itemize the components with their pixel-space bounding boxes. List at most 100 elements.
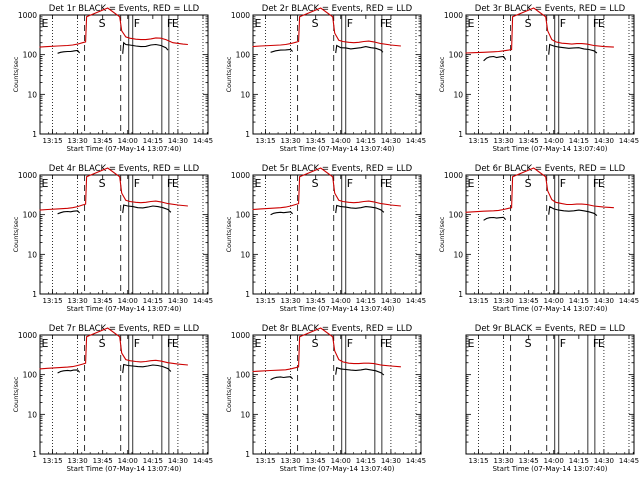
x-tick-label: 13:45 bbox=[519, 457, 539, 465]
series-events-line bbox=[270, 48, 293, 53]
chart-title: Det 4r BLACK = Events, RED = LLD bbox=[49, 164, 200, 174]
series-lld-line bbox=[252, 327, 401, 373]
event-marker-s: S bbox=[525, 177, 532, 190]
y-tick-label: 100 bbox=[23, 371, 38, 380]
x-tick-label: 14:45 bbox=[619, 457, 639, 465]
series-lld-line bbox=[39, 327, 188, 370]
event-marker-s: S bbox=[312, 17, 319, 30]
y-axis-label: Counts/sec bbox=[438, 56, 446, 92]
x-tick-label: 14:45 bbox=[193, 457, 213, 465]
series-events-line bbox=[483, 55, 507, 62]
x-tick-label: 14:15 bbox=[143, 297, 163, 305]
x-tick-label: 14:00 bbox=[331, 297, 351, 305]
series-events-line bbox=[122, 363, 172, 374]
series-lld-line bbox=[39, 7, 188, 48]
panel-8: Det 8r BLACK = Events, RED = LLD Counts/s… bbox=[225, 324, 426, 473]
x-tick-label: 13:15 bbox=[42, 137, 62, 145]
y-tick-label: 100 bbox=[449, 51, 464, 60]
event-marker-e: E bbox=[468, 177, 475, 190]
x-tick-label: 13:30 bbox=[494, 137, 514, 145]
x-tick-label: 14:00 bbox=[118, 297, 138, 305]
y-axis-label: Counts/sec bbox=[225, 216, 233, 252]
y-tick-label: 1 bbox=[32, 290, 37, 299]
panel-3: Det 3r BLACK = Events, RED = LLD Counts/s… bbox=[438, 4, 639, 153]
y-tick-label: 1 bbox=[32, 130, 37, 139]
x-axis-label: Start Time (07-May-14 13:07:40) bbox=[66, 465, 181, 473]
x-tick-label: 14:45 bbox=[193, 137, 213, 145]
y-tick-label: 100 bbox=[23, 211, 38, 220]
event-marker-e: E bbox=[468, 337, 475, 350]
x-tick-label: 14:15 bbox=[143, 137, 163, 145]
y-tick-label: 10 bbox=[453, 250, 463, 259]
series-events-line bbox=[335, 366, 385, 376]
event-marker-f: F bbox=[167, 177, 173, 190]
plot-frame bbox=[465, 334, 635, 455]
x-tick-label: 14:00 bbox=[544, 297, 564, 305]
event-marker-e: E bbox=[598, 337, 605, 350]
x-tick-label: 13:30 bbox=[281, 137, 301, 145]
y-tick-label: 100 bbox=[236, 211, 251, 220]
event-marker-f: F bbox=[593, 177, 599, 190]
y-tick-label: 1 bbox=[458, 130, 463, 139]
event-marker-e: E bbox=[42, 337, 49, 350]
x-tick-label: 14:45 bbox=[406, 457, 426, 465]
y-tick-label: 10 bbox=[240, 410, 250, 419]
x-tick-label: 14:00 bbox=[118, 137, 138, 145]
x-axis-label: Start Time (07-May-14 13:07:40) bbox=[279, 305, 394, 313]
y-axis-label: Counts/sec bbox=[438, 216, 446, 252]
event-marker-e: E bbox=[255, 177, 262, 190]
y-tick-label: 1000 bbox=[231, 171, 250, 180]
event-marker-e: E bbox=[255, 337, 262, 350]
x-tick-label: 13:15 bbox=[468, 297, 488, 305]
y-tick-label: 1000 bbox=[18, 171, 37, 180]
x-tick-label: 14:30 bbox=[381, 457, 401, 465]
x-tick-label: 14:15 bbox=[569, 137, 589, 145]
event-marker-e: E bbox=[172, 337, 179, 350]
event-marker-f: F bbox=[134, 177, 140, 190]
event-marker-s: S bbox=[99, 17, 106, 30]
event-marker-e: E bbox=[385, 17, 392, 30]
series-events-line bbox=[57, 49, 81, 54]
chart-title: Det 6r BLACK = Events, RED = LLD bbox=[475, 164, 626, 174]
event-marker-f: F bbox=[167, 337, 173, 350]
x-tick-label: 13:45 bbox=[519, 297, 539, 305]
x-tick-label: 13:45 bbox=[519, 137, 539, 145]
event-marker-e: E bbox=[598, 177, 605, 190]
x-tick-label: 14:45 bbox=[406, 297, 426, 305]
event-marker-f: F bbox=[167, 17, 173, 30]
series-lld-line bbox=[252, 167, 401, 211]
panel-4: Det 4r BLACK = Events, RED = LLD Counts/s… bbox=[12, 164, 213, 313]
y-axis-label: Counts/sec bbox=[225, 376, 233, 412]
y-tick-label: 10 bbox=[27, 410, 37, 419]
y-tick-label: 1000 bbox=[231, 331, 250, 340]
x-tick-label: 14:00 bbox=[544, 137, 564, 145]
x-tick-label: 13:15 bbox=[42, 297, 62, 305]
y-tick-label: 10 bbox=[453, 90, 463, 99]
event-marker-s: S bbox=[312, 337, 319, 350]
x-tick-label: 14:00 bbox=[118, 457, 138, 465]
y-tick-label: 1 bbox=[245, 130, 250, 139]
y-tick-label: 100 bbox=[449, 211, 464, 220]
series-events-line bbox=[335, 204, 385, 214]
x-tick-label: 14:00 bbox=[331, 137, 351, 145]
event-marker-e: E bbox=[172, 17, 179, 30]
x-tick-label: 14:15 bbox=[356, 137, 376, 145]
event-marker-f: F bbox=[593, 337, 599, 350]
x-tick-label: 13:30 bbox=[281, 457, 301, 465]
event-marker-f: F bbox=[560, 337, 566, 350]
x-tick-label: 13:15 bbox=[468, 457, 488, 465]
series-events-line bbox=[122, 41, 169, 54]
x-tick-label: 14:30 bbox=[594, 457, 614, 465]
x-tick-label: 14:45 bbox=[619, 137, 639, 145]
event-marker-e: E bbox=[468, 17, 475, 30]
plot-frame bbox=[465, 14, 635, 135]
chart-title: Det 2r BLACK = Events, RED = LLD bbox=[262, 4, 413, 14]
y-tick-label: 1000 bbox=[444, 171, 463, 180]
x-tick-label: 14:15 bbox=[356, 457, 376, 465]
event-marker-f: F bbox=[134, 17, 140, 30]
event-marker-e: E bbox=[385, 177, 392, 190]
event-marker-f: F bbox=[380, 177, 386, 190]
y-tick-label: 10 bbox=[27, 90, 37, 99]
x-tick-label: 13:45 bbox=[93, 297, 113, 305]
